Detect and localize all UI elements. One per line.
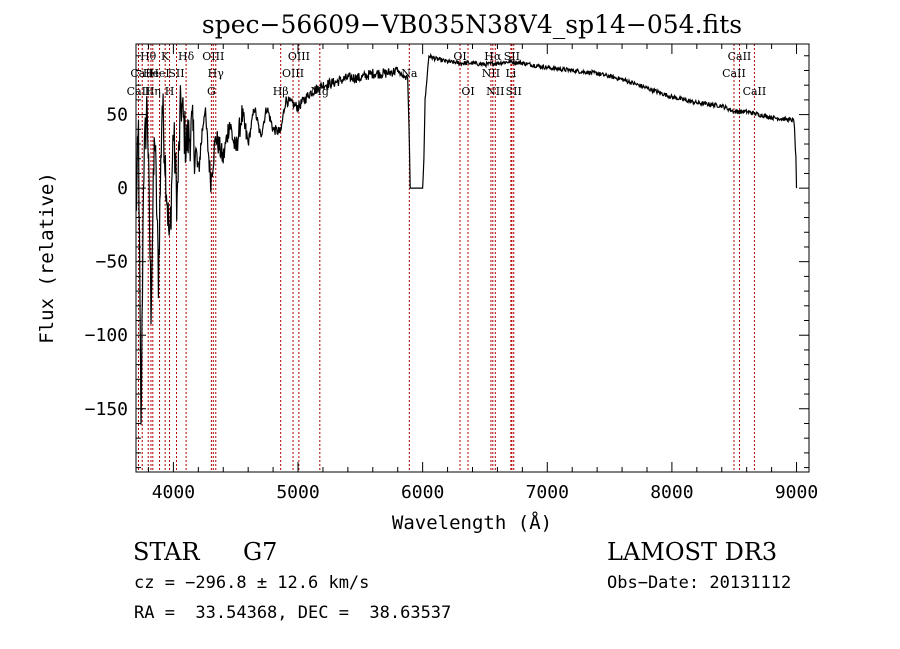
spectral-line-label: HeI: [149, 67, 169, 80]
redshift-velocity: cz = −296.8 ± 12.6 km/s: [134, 573, 370, 593]
spectral-line-label: Hβ: [273, 85, 289, 98]
object-class: STAR: [133, 538, 200, 566]
spectral-line-label: CaII: [127, 85, 151, 98]
spectral-line-label: Hη: [145, 85, 161, 98]
spectral-line-label: Hδ: [178, 50, 195, 63]
spectral-line-label: CaII: [728, 50, 752, 63]
spectral-line-label: Hα: [484, 50, 502, 63]
spectral-line-label: K: [161, 50, 170, 63]
spectral-line-label: SII: [504, 50, 520, 63]
spectral-line-label: CaII: [722, 67, 746, 80]
observation-date: Obs−Date: 20131112: [607, 573, 792, 593]
spectral-line-label: OIII: [282, 67, 304, 80]
spectral-line-label: NII: [486, 85, 504, 98]
x-tick-label: 5000: [276, 482, 319, 503]
y-tick-label: 0: [117, 178, 128, 199]
x-tick-label: 4000: [152, 482, 195, 503]
y-axis-ticks: −150 −100 −50 0 50: [85, 55, 809, 469]
y-tick-label: 50: [106, 105, 128, 126]
x-tick-label: 7000: [526, 482, 569, 503]
spectral-line-label: SII: [506, 85, 522, 98]
spectral-line-label: OI: [453, 50, 466, 63]
spectral-line-label: He: [143, 67, 159, 80]
spectral-line-label: Hγ: [208, 67, 225, 80]
x-axis-ticks: 4000 5000 6000 7000 8000 9000: [147, 44, 818, 503]
spectral-line-label: CaII: [743, 85, 767, 98]
spectral-line-label: Li: [505, 67, 516, 80]
spectral-line-label: OI: [461, 85, 474, 98]
spectrum-line: [135, 52, 798, 425]
spectral-line-labels: CaII Hθ CaII He Hη HeI K H SII Hδ OIII Hγ G Hβ OIII OII…: [127, 50, 767, 98]
spectral-line-label: NII: [482, 67, 500, 80]
spectral-line-label: OIII: [202, 50, 224, 63]
coordinates: RA = 33.54368, DEC = 38.63537: [134, 603, 452, 623]
x-tick-label: 6000: [401, 482, 444, 503]
x-tick-label: 8000: [650, 482, 693, 503]
survey-name: LAMOST DR3: [607, 538, 778, 566]
x-tick-label: 9000: [775, 482, 818, 503]
y-axis-label: Flux (relative): [36, 172, 58, 344]
chart-title: spec−56609−VB035N38V4_sp14−054.fits: [202, 10, 742, 39]
spectral-line-label: Hθ: [140, 50, 157, 63]
object-subclass: G7: [243, 538, 278, 566]
spectral-line-markers: [137, 44, 755, 472]
spectral-line-label: SII: [168, 67, 184, 80]
y-tick-label: −100: [85, 325, 128, 346]
spectral-line-label: OIII: [288, 50, 310, 63]
y-tick-label: −150: [85, 399, 128, 420]
spectral-line-label: H: [165, 85, 175, 98]
plot-frame: [135, 43, 810, 473]
spectral-line-label: G: [207, 85, 216, 98]
y-tick-label: −50: [95, 252, 128, 273]
x-axis-label: Wavelength (Å): [392, 511, 552, 534]
